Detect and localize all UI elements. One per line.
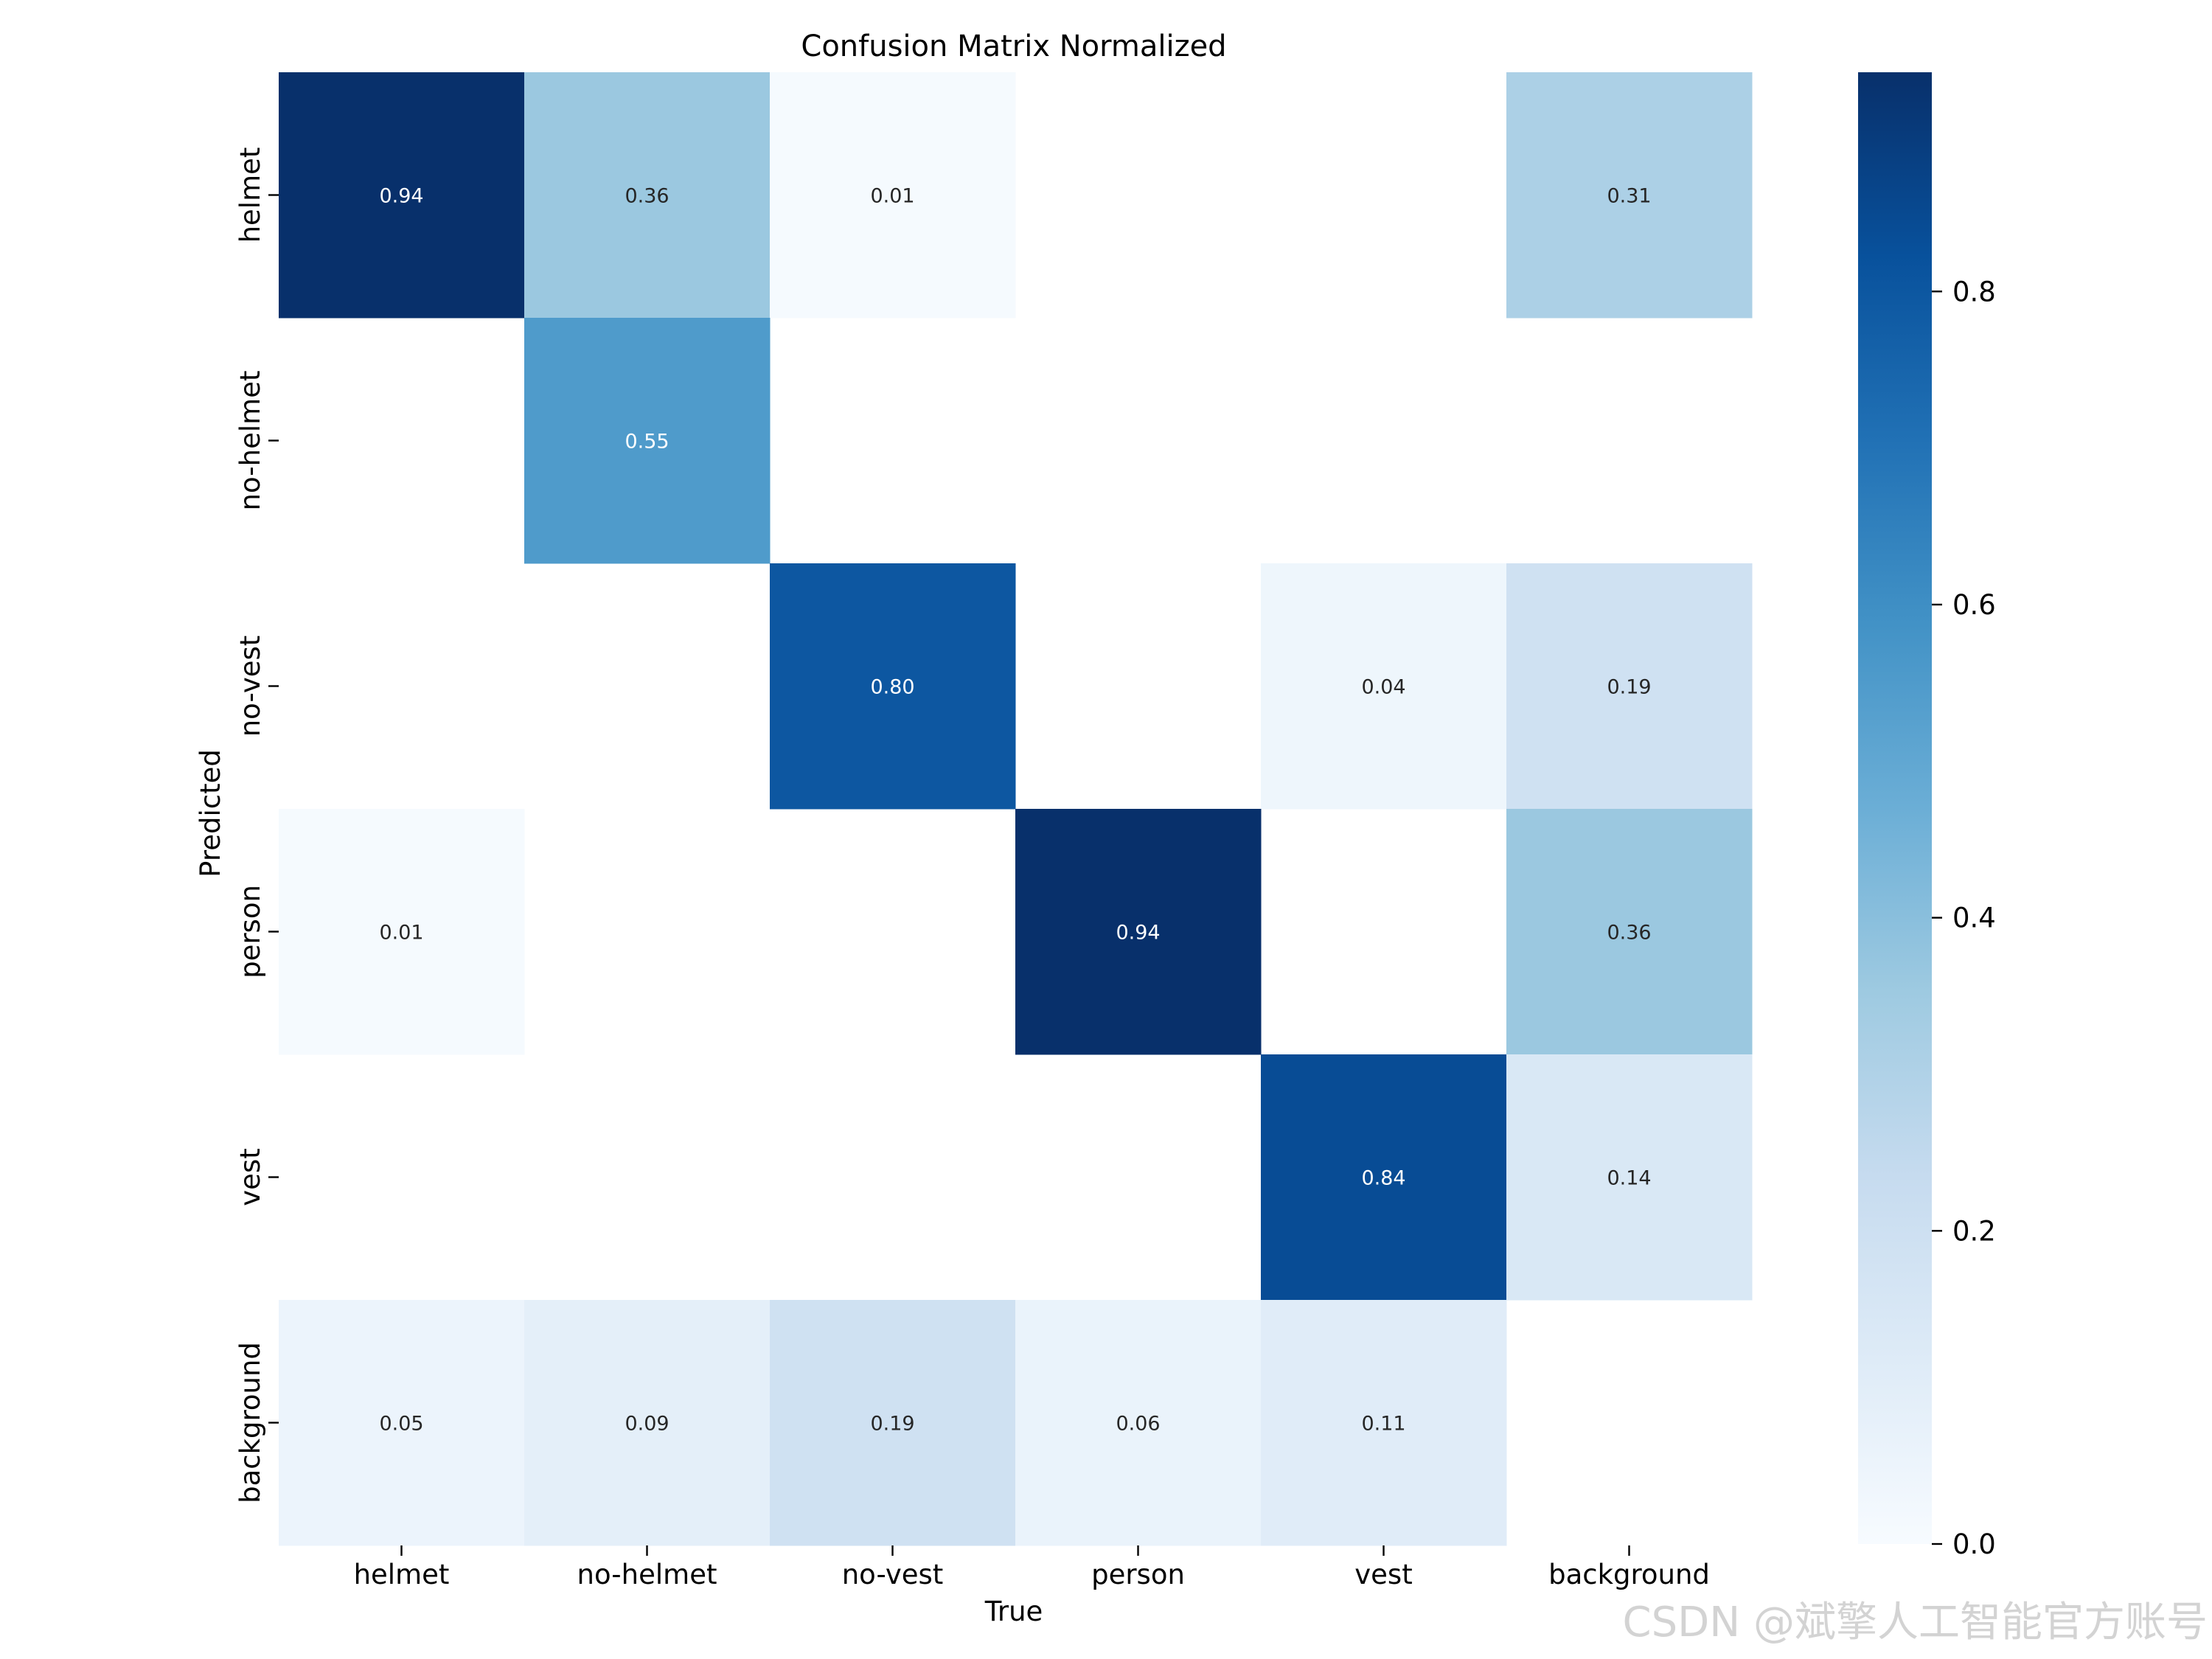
chart-title: Confusion Matrix Normalized [801, 29, 1226, 63]
heatmap-cell [770, 72, 1016, 319]
heatmap-cell [1261, 1054, 1507, 1301]
cell-value-label: 0.04 [1361, 676, 1405, 699]
y-tick-label: no-helmet [234, 371, 266, 511]
colorbar-tick-label: 0.4 [1952, 902, 1996, 934]
y-tick-label: no-vest [234, 636, 266, 737]
cell-value-label: 0.94 [1116, 922, 1160, 945]
y-tick-label: vest [234, 1148, 266, 1206]
heatmap-cell [524, 318, 771, 564]
colorbar-tick-label: 0.8 [1952, 276, 1996, 307]
heatmap-cell-labels: 0.94 0.36 0.01 0.31 0.55 0.80 0.04 0.19 0.01 0.94… [379, 185, 1651, 1436]
colorbar: 0.0 0.2 0.4 0.6 0.8 [1858, 72, 1996, 1560]
watermark-text: CSDN @斌擎人工智能官方账号 [1622, 1599, 2208, 1646]
heatmap-cell [279, 72, 525, 319]
cell-value-label: 0.11 [1361, 1413, 1405, 1436]
x-tick-label: no-helmet [577, 1559, 717, 1590]
y-tick-label: background [234, 1342, 266, 1503]
x-tick-label: person [1091, 1559, 1185, 1590]
cell-value-label: 0.80 [870, 676, 914, 699]
colorbar-gradient [1858, 72, 1932, 1544]
heatmap-cell [524, 72, 771, 319]
heatmap-cell [524, 1300, 771, 1546]
colorbar-tick-label: 0.0 [1952, 1528, 1996, 1560]
cell-value-label: 0.36 [1607, 922, 1651, 945]
cell-value-label: 0.05 [379, 1413, 423, 1436]
heatmap-cell [279, 809, 525, 1055]
colorbar-tick-label: 0.6 [1952, 589, 1996, 621]
x-tick-label: vest [1354, 1559, 1412, 1590]
x-axis-label: True [984, 1596, 1043, 1627]
heatmap-cell [770, 563, 1016, 810]
y-tick-label: person [234, 885, 266, 978]
heatmap-cells [279, 72, 1753, 1546]
cell-value-label: 0.01 [870, 185, 914, 208]
y-axis-label: Predicted [195, 749, 226, 877]
heatmap-cell [1506, 563, 1753, 810]
x-tick-label: background [1548, 1559, 1710, 1590]
heatmap-cell [770, 1300, 1016, 1546]
cell-value-label: 0.06 [1116, 1413, 1160, 1436]
cell-value-label: 0.36 [625, 185, 669, 208]
heatmap-cell [1015, 809, 1262, 1055]
x-tick-label: helmet [354, 1559, 450, 1590]
x-axis: helmet no-helmet no-vest person vest backgrou… [354, 1545, 1710, 1590]
y-axis: helmet no-helmet no-vest person vest backgrou… [234, 147, 279, 1503]
x-tick-label: no-vest [842, 1559, 944, 1590]
cell-value-label: 0.94 [379, 185, 423, 208]
cell-value-label: 0.19 [1607, 676, 1651, 699]
colorbar-ticks: 0.0 0.2 0.4 0.6 0.8 [1932, 276, 1996, 1560]
colorbar-tick-label: 0.2 [1952, 1215, 1996, 1247]
heatmap-cell [1506, 1054, 1753, 1301]
heatmap-cell [1261, 1300, 1507, 1546]
heatmap-cell [1506, 72, 1753, 319]
cell-value-label: 0.19 [870, 1413, 914, 1436]
y-tick-label: helmet [234, 147, 266, 243]
heatmap-cell [1015, 1300, 1262, 1546]
cell-value-label: 0.55 [625, 431, 669, 453]
heatmap-cell [279, 1300, 525, 1546]
cell-value-label: 0.14 [1607, 1167, 1651, 1190]
cell-value-label: 0.84 [1361, 1167, 1405, 1190]
cell-value-label: 0.01 [379, 922, 423, 945]
cell-value-label: 0.31 [1607, 185, 1651, 208]
heatmap-cell [1261, 563, 1507, 810]
heatmap-cell [1506, 809, 1753, 1055]
cell-value-label: 0.09 [625, 1413, 669, 1436]
